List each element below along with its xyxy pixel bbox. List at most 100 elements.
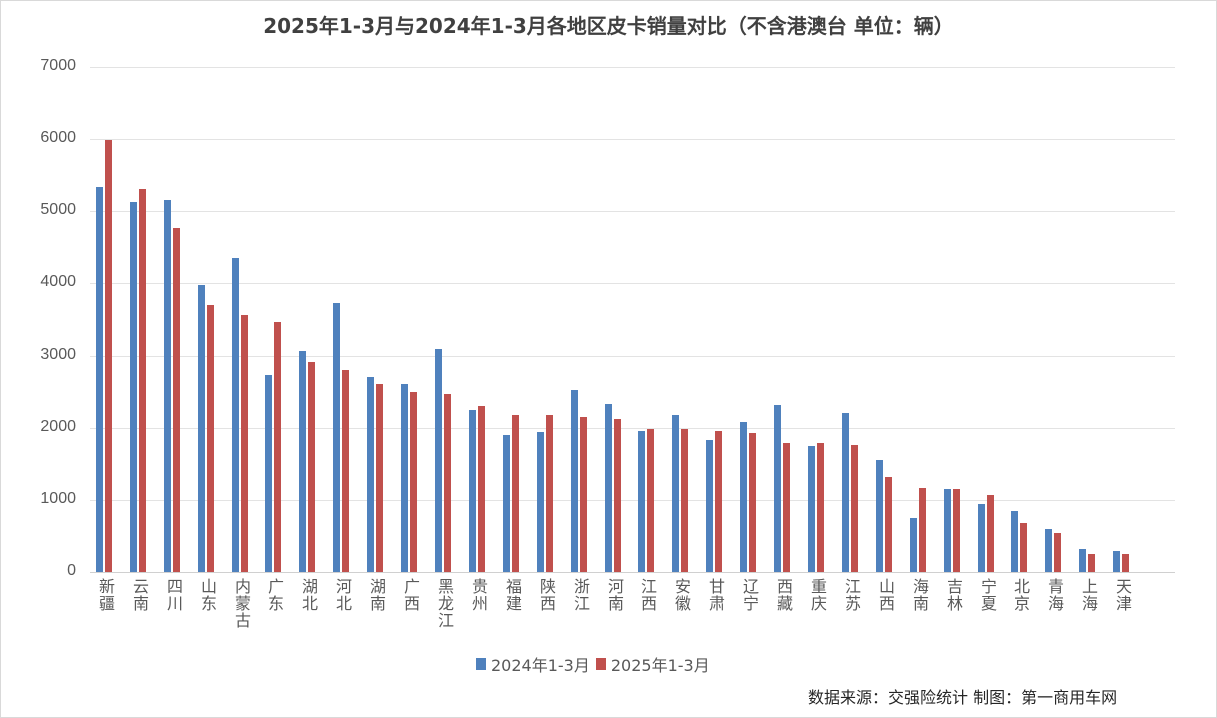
x-tick-label: 新疆 (96, 578, 115, 612)
x-tick-label: 北京 (1011, 578, 1030, 612)
bar-2024 (706, 440, 713, 572)
x-tick-label: 宁夏 (978, 578, 997, 612)
bar-2024 (435, 349, 442, 572)
gridline (90, 139, 1175, 140)
x-tick-label: 云南 (130, 578, 149, 612)
bar-2025 (478, 406, 485, 572)
bar-2024 (1079, 549, 1086, 572)
bar-2024 (876, 460, 883, 572)
x-tick-label: 吉林 (944, 578, 963, 612)
y-tick-label: 5000 (40, 201, 76, 218)
bar-2024 (672, 415, 679, 572)
x-tick-label: 天津 (1113, 578, 1132, 612)
gridline (90, 428, 1175, 429)
gridline (90, 67, 1175, 68)
bar-2024 (740, 422, 747, 572)
bar-2025 (987, 495, 994, 572)
bar-2025 (376, 384, 383, 572)
x-tick-label: 上海 (1079, 578, 1098, 612)
bar-2025 (953, 489, 960, 572)
bar-2024 (164, 200, 171, 572)
bar-2025 (681, 429, 688, 572)
bar-2025 (851, 445, 858, 572)
legend-swatch-2025 (595, 658, 606, 670)
bar-2024 (910, 518, 917, 572)
bar-2024 (571, 390, 578, 572)
x-tick-label: 山西 (876, 578, 895, 612)
bar-2024 (503, 435, 510, 572)
y-tick-label: 0 (67, 562, 76, 579)
bar-2025 (173, 228, 180, 572)
bar-2024 (198, 285, 205, 572)
bar-2025 (512, 415, 519, 572)
bar-2025 (410, 392, 417, 572)
x-tick-label: 安徽 (672, 578, 691, 612)
bar-2024 (232, 258, 239, 572)
bar-2025 (817, 443, 824, 572)
gridline (90, 211, 1175, 212)
bar-2024 (469, 410, 476, 572)
x-tick-label: 贵州 (469, 578, 488, 612)
x-tick-label: 海南 (910, 578, 929, 612)
x-tick-label: 浙江 (571, 578, 590, 612)
bar-2024 (808, 446, 815, 572)
x-tick-label: 广西 (401, 578, 420, 612)
bar-2025 (342, 370, 349, 572)
legend-label-2025: 2025年1-3月 (610, 656, 710, 675)
x-tick-label: 辽宁 (740, 578, 759, 612)
bar-2024 (333, 303, 340, 572)
legend-item-2024: 2024年1-3月 (476, 652, 590, 676)
bar-2025 (1088, 554, 1095, 572)
bar-2025 (444, 394, 451, 572)
bar-2025 (139, 189, 146, 572)
chart-title: 2025年1-3月与2024年1-3月各地区皮卡销量对比（不含港澳台 单位：辆） (263, 14, 954, 38)
bar-2024 (1113, 551, 1120, 572)
x-tick-label: 黑龙江 (435, 578, 454, 629)
bar-2024 (367, 377, 374, 572)
x-tick-label: 四川 (164, 578, 183, 612)
bar-2024 (265, 375, 272, 572)
bar-2024 (96, 187, 103, 572)
x-tick-label: 广东 (265, 578, 284, 612)
bar-2024 (774, 405, 781, 572)
bar-2025 (614, 419, 621, 572)
x-tick-label: 重庆 (808, 578, 827, 612)
bar-2024 (401, 384, 408, 572)
x-tick-label: 西藏 (774, 578, 793, 612)
y-tick-label: 2000 (40, 418, 76, 435)
gridline (90, 500, 1175, 501)
bar-2024 (1011, 511, 1018, 572)
bar-2024 (842, 413, 849, 572)
bar-2025 (715, 431, 722, 572)
bar-2025 (1054, 533, 1061, 572)
x-tick-label: 陕西 (537, 578, 556, 612)
bar-2025 (885, 477, 892, 572)
x-tick-label: 湖北 (299, 578, 318, 612)
legend-label-2024: 2024年1-3月 (491, 656, 590, 675)
x-tick-label: 江西 (638, 578, 657, 612)
y-tick-label: 3000 (40, 346, 76, 363)
x-tick-label: 河南 (605, 578, 624, 612)
legend-item-2025: 2025年1-3月 (595, 652, 710, 676)
bar-2024 (638, 431, 645, 572)
bar-2025 (749, 433, 756, 572)
bar-2025 (546, 415, 553, 572)
bar-2025 (105, 140, 112, 572)
y-tick-label: 4000 (40, 273, 76, 290)
gridline (90, 356, 1175, 357)
bar-2024 (944, 489, 951, 572)
x-tick-label: 山东 (198, 578, 217, 612)
bar-2024 (299, 351, 306, 572)
x-tick-label: 青海 (1045, 578, 1064, 612)
x-tick-label: 甘肃 (706, 578, 725, 612)
gridline (90, 283, 1175, 284)
bar-2025 (1020, 523, 1027, 572)
y-tick-label: 6000 (40, 129, 76, 146)
bar-2024 (978, 504, 985, 572)
legend-swatch-2024 (476, 658, 486, 670)
x-tick-label: 内蒙古 (232, 578, 251, 629)
source-note: 数据来源：交强险统计 制图：第一商用车网 (808, 688, 1118, 707)
bar-2025 (308, 362, 315, 572)
y-tick-label: 7000 (40, 57, 76, 74)
x-tick-label: 江苏 (842, 578, 861, 612)
